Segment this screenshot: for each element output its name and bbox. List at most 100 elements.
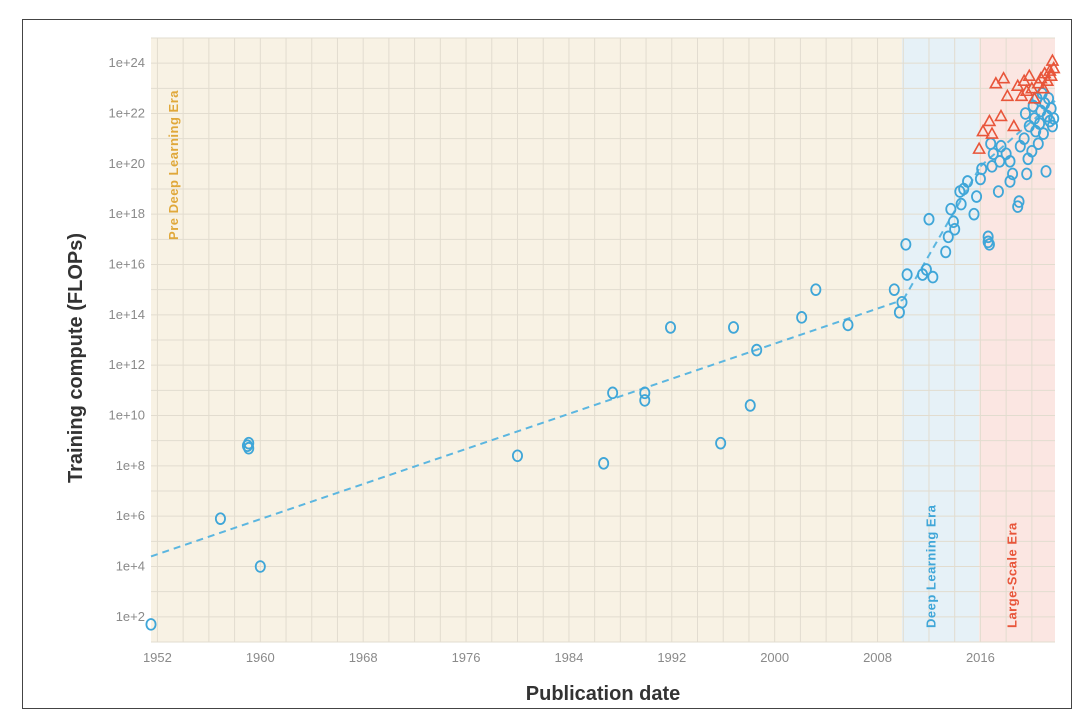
- circle-point: [1037, 127, 1049, 140]
- circle-point: [1004, 175, 1016, 188]
- pre-dl-trend: [150, 298, 904, 558]
- circle-point: [1013, 195, 1025, 208]
- y-tick-label: 1e+24: [108, 55, 145, 70]
- circle-point: [796, 311, 808, 324]
- triangle-point: [1019, 83, 1034, 97]
- triangle-point: [1006, 118, 1021, 132]
- circle-point: [987, 147, 999, 161]
- circle-point: [842, 318, 854, 332]
- x-tick-labels: 1952 1960 1968 1976 1984 1992 2000 2008 2016: [143, 650, 995, 665]
- circle-point: [901, 268, 913, 281]
- triangle-point: [1044, 68, 1058, 81]
- circle-point: [1019, 107, 1031, 120]
- triangle-point: [982, 113, 997, 127]
- y-tick-labels: 1e+2 1e+4 1e+6 1e+8 1e+10 1e+12 1e+14 1e+16 1e+1…: [108, 55, 145, 624]
- circle-point: [940, 245, 952, 259]
- circle-point: [982, 230, 994, 244]
- circle-point: [511, 449, 523, 463]
- data-points: [145, 53, 1061, 631]
- circle-point: [1007, 167, 1019, 181]
- circle-point: [945, 202, 957, 216]
- trend-lines: [150, 100, 1056, 558]
- circle-point: [665, 321, 677, 334]
- circle-point: [639, 394, 651, 407]
- circle-point: [243, 441, 255, 455]
- circle-point: [971, 190, 983, 203]
- triangle-point: [1027, 91, 1042, 104]
- triangle-point: [1043, 63, 1057, 76]
- circle-point: [888, 283, 900, 296]
- circle-point: [639, 386, 651, 400]
- circle-point: [810, 283, 822, 296]
- circle-point: [1046, 119, 1058, 133]
- circle-point: [254, 560, 266, 573]
- triangle-point: [972, 141, 986, 154]
- y-tick-label: 1e+14: [108, 307, 145, 322]
- x-axis-title: Publication date: [526, 683, 680, 705]
- circle-point: [1034, 117, 1046, 130]
- circle-point: [145, 618, 157, 631]
- x-tick-label: 1992: [657, 650, 686, 665]
- dl-trend: [902, 165, 982, 301]
- circle-point: [992, 185, 1004, 198]
- grid-lines: [151, 37, 1055, 643]
- y-tick-label: 1e+12: [108, 357, 145, 372]
- y-tick-label: 1e+18: [108, 206, 145, 221]
- circle-point: [962, 175, 974, 188]
- circle-point: [715, 436, 727, 450]
- circle-point: [994, 155, 1006, 168]
- circle-point: [1032, 137, 1044, 150]
- era-label-1: Deep Learning Era: [923, 504, 938, 628]
- circle-point: [1026, 144, 1038, 158]
- circle-point: [947, 215, 959, 229]
- circle-point: [1004, 155, 1016, 168]
- circle-point: [751, 343, 763, 357]
- y-tick-label: 1e+8: [116, 458, 145, 473]
- circle-point: [955, 197, 967, 211]
- era-labels: Pre Deep Learning Era Deep Learning Era La…: [166, 90, 1019, 628]
- triangle-point: [1022, 68, 1037, 81]
- y-tick-label: 1e+22: [108, 106, 145, 121]
- triangle-point: [976, 123, 990, 137]
- triangle-point: [994, 108, 1008, 122]
- x-tick-label: 1960: [246, 650, 275, 665]
- y-tick-label: 1e+20: [108, 156, 145, 171]
- triangle-point: [985, 126, 999, 139]
- y-tick-label: 1e+4: [116, 559, 145, 574]
- circle-point: [896, 295, 908, 309]
- y-tick-label: 1e+6: [116, 508, 145, 523]
- x-tick-label: 1976: [452, 650, 481, 665]
- x-tick-label: 2000: [760, 650, 789, 665]
- circle-point: [954, 185, 966, 198]
- x-tick-label: 2008: [863, 650, 892, 665]
- circle-point: [942, 230, 954, 244]
- era-label-0: Pre Deep Learning Era: [166, 90, 181, 240]
- x-tick-label: 1952: [143, 650, 172, 665]
- scatter-chart: Pre Deep Learning Era Deep Learning Era La…: [65, 37, 1061, 705]
- circle-point: [1021, 167, 1033, 181]
- circle-point: [976, 162, 988, 176]
- circle-point: [243, 436, 255, 450]
- circle-point: [983, 238, 995, 251]
- circle-point: [607, 386, 619, 400]
- x-tick-label: 1968: [349, 650, 378, 665]
- ls-trend: [979, 100, 1056, 168]
- x-tick-label: 2016: [966, 650, 995, 665]
- chart-frame: Pre Deep Learning Era Deep Learning Era La…: [22, 19, 1072, 709]
- era-label-2: Large-Scale Era: [1004, 522, 1019, 628]
- triangle-point: [1000, 88, 1015, 102]
- triangle-point: [1036, 81, 1051, 94]
- circle-point: [927, 270, 939, 284]
- circle-point: [968, 207, 980, 221]
- triangle-point: [996, 71, 1011, 84]
- circle-point: [1040, 165, 1052, 178]
- circle-point: [728, 321, 740, 334]
- circle-point: [949, 222, 961, 236]
- circle-point: [923, 212, 935, 226]
- circle-point: [900, 238, 912, 251]
- circle-point: [1018, 132, 1030, 145]
- y-axis-title: Training compute (FLOPs): [65, 233, 87, 483]
- circle-point: [598, 457, 610, 470]
- y-tick-label: 1e+10: [108, 408, 145, 423]
- circle-point: [920, 263, 932, 276]
